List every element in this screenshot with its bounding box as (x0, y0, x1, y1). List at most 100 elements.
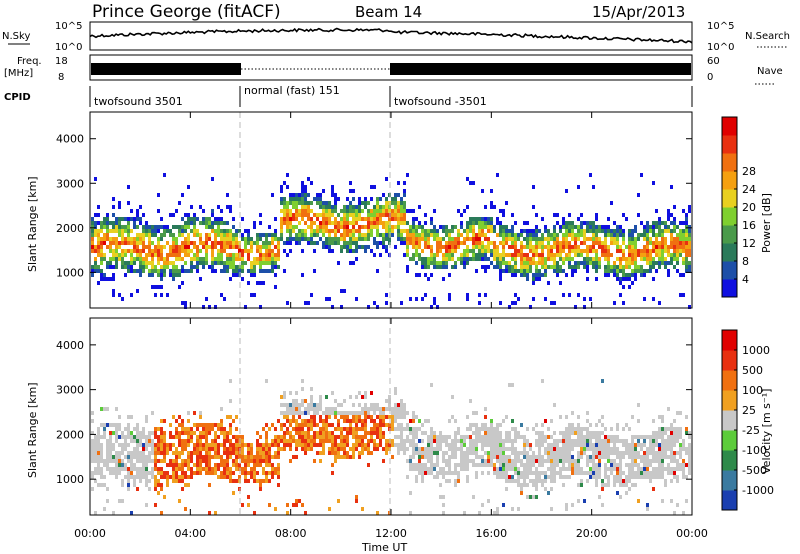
colorbar-swatch (722, 450, 737, 471)
heatmap-cell (652, 249, 655, 253)
heatmap-cell (505, 201, 508, 205)
heatmap-cell (301, 201, 304, 205)
heatmap-cell (448, 435, 451, 439)
heatmap-cell (577, 415, 580, 419)
heatmap-cell (190, 265, 193, 269)
heatmap-cell (358, 439, 361, 443)
heatmap-cell (274, 253, 277, 257)
heatmap-cell (685, 253, 688, 257)
heatmap-cell (391, 229, 394, 233)
heatmap-cell (643, 467, 646, 471)
heatmap-cell (538, 261, 541, 265)
heatmap-cell (667, 273, 670, 277)
heatmap-cell (307, 237, 310, 241)
heatmap-cell (133, 237, 136, 241)
heatmap-cell (451, 245, 454, 249)
heatmap-cell (115, 265, 118, 269)
heatmap-cell (580, 471, 583, 475)
heatmap-cell (289, 197, 292, 201)
heatmap-cell (430, 439, 433, 443)
heatmap-cell (163, 475, 166, 479)
heatmap-cell (508, 479, 511, 483)
heatmap-cell (550, 459, 553, 463)
heatmap-cell (118, 293, 121, 297)
heatmap-cell (352, 419, 355, 423)
heatmap-cell (220, 293, 223, 297)
heatmap-cell (109, 245, 112, 249)
heatmap-cell (121, 431, 124, 435)
heatmap-cell (160, 237, 163, 241)
heatmap-cell (616, 237, 619, 241)
heatmap-cell (610, 241, 613, 245)
heatmap-cell (112, 249, 115, 253)
heatmap-cell (103, 217, 106, 221)
heatmap-cell (421, 237, 424, 241)
heatmap-cell (415, 245, 418, 249)
heatmap-cell (214, 257, 217, 261)
heatmap-cell (427, 257, 430, 261)
colorbar-tick-label: 24 (742, 183, 756, 196)
heatmap-cell (436, 435, 439, 439)
heatmap-cell (646, 463, 649, 467)
heatmap-cell (511, 241, 514, 245)
heatmap-cell (577, 467, 580, 471)
heatmap-cell (376, 305, 379, 309)
heatmap-cell (532, 455, 535, 459)
heatmap-cell (271, 241, 274, 245)
heatmap-cell (262, 479, 265, 483)
heatmap-cell (577, 217, 580, 221)
heatmap-cell (166, 475, 169, 479)
heatmap-cell (157, 285, 160, 289)
heatmap-cell (187, 455, 190, 459)
heatmap-cell (658, 471, 661, 475)
heatmap-cell (142, 463, 145, 467)
heatmap-cell (463, 253, 466, 257)
heatmap-cell (499, 435, 502, 439)
heatmap-cell (379, 407, 382, 411)
heatmap-cell (355, 205, 358, 209)
heatmap-cell (529, 467, 532, 471)
heatmap-cell (397, 229, 400, 233)
heatmap-cell (604, 439, 607, 443)
heatmap-cell (196, 257, 199, 261)
colorbar-tick-label: 8 (742, 255, 749, 268)
heatmap-cell (259, 221, 262, 225)
heatmap-cell (301, 181, 304, 185)
heatmap-cell (649, 237, 652, 241)
heatmap-cell (226, 193, 229, 197)
heatmap-cell (124, 455, 127, 459)
heatmap-cell (115, 435, 118, 439)
heatmap-cell (253, 265, 256, 269)
y-tick-label: 1000 (56, 473, 84, 486)
heatmap-cell (430, 261, 433, 265)
heatmap-cell (436, 229, 439, 233)
heatmap-cell (568, 261, 571, 265)
heatmap-cell (193, 431, 196, 435)
heatmap-cell (460, 221, 463, 225)
heatmap-cell (634, 261, 637, 265)
heatmap-cell (559, 439, 562, 443)
heatmap-cell (652, 471, 655, 475)
heatmap-cell (454, 463, 457, 467)
heatmap-cell (277, 237, 280, 241)
heatmap-cell (580, 261, 583, 265)
heatmap-cell (409, 427, 412, 431)
heatmap-cell (139, 237, 142, 241)
heatmap-cell (121, 447, 124, 451)
heatmap-cell (298, 431, 301, 435)
heatmap-cell (208, 217, 211, 221)
heatmap-cell (148, 431, 151, 435)
heatmap-cell (667, 217, 670, 221)
heatmap-cell (547, 229, 550, 233)
heatmap-cell (352, 249, 355, 253)
heatmap-cell (577, 451, 580, 455)
heatmap-cell (640, 273, 643, 277)
heatmap-cell (397, 447, 400, 451)
heatmap-cell (226, 463, 229, 467)
heatmap-cell (499, 241, 502, 245)
heatmap-cell (292, 201, 295, 205)
heatmap-cell (334, 241, 337, 245)
heatmap-cell (328, 297, 331, 301)
heatmap-cell (124, 253, 127, 257)
heatmap-cell (406, 459, 409, 463)
